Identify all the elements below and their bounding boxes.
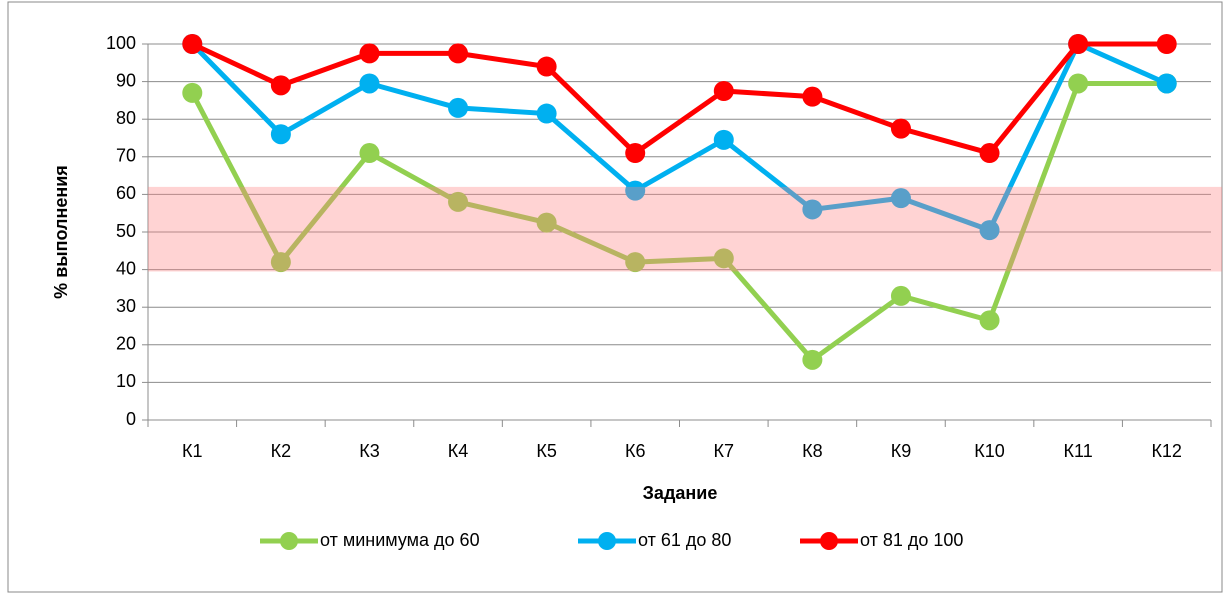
y-tick-label: 10	[116, 371, 136, 391]
y-tick-label: 70	[116, 146, 136, 166]
data-point	[625, 180, 646, 201]
data-point	[979, 310, 1000, 331]
data-point	[979, 220, 1000, 241]
data-point	[359, 43, 380, 64]
data-point	[270, 124, 291, 145]
x-tick-label: К10	[974, 441, 1005, 461]
data-point	[802, 199, 823, 220]
data-point	[802, 349, 823, 370]
x-tick-label: К6	[625, 441, 646, 461]
data-point	[448, 43, 469, 64]
data-point	[890, 118, 911, 139]
data-point	[448, 97, 469, 118]
data-point	[713, 129, 734, 150]
y-tick-label: 100	[106, 33, 136, 53]
x-tick-label: К12	[1151, 441, 1182, 461]
data-point	[625, 143, 646, 164]
x-tick-label: К8	[802, 441, 823, 461]
data-point	[448, 191, 469, 212]
series-line	[190, 41, 1168, 233]
legend-marker	[598, 532, 616, 550]
legend-label: от 81 до 100	[860, 530, 963, 550]
x-tick-label: К4	[448, 441, 469, 461]
data-point	[536, 103, 557, 124]
data-point	[713, 248, 734, 269]
data-point	[713, 81, 734, 101]
data-point	[890, 188, 911, 209]
x-tick-label: К3	[359, 441, 380, 461]
y-tick-label: 60	[116, 183, 136, 203]
data-point	[270, 252, 291, 273]
data-point	[359, 73, 380, 94]
x-tick-label: К1	[182, 441, 203, 461]
y-tick-label: 0	[126, 409, 136, 429]
y-tick-label: 40	[116, 258, 136, 278]
series-line	[191, 41, 1167, 156]
data-point	[359, 143, 380, 164]
data-point	[979, 143, 1000, 164]
y-tick-label: 30	[116, 296, 136, 316]
x-axis-label: Задание	[643, 483, 718, 503]
x-tick-label: К7	[714, 441, 735, 461]
x-tick-label: К9	[891, 441, 912, 461]
series-line	[190, 80, 1167, 363]
data-point	[1068, 73, 1089, 94]
data-point	[890, 285, 911, 306]
legend-label: от 61 до 80	[638, 530, 731, 550]
legend-marker	[280, 532, 298, 550]
highlight-band	[148, 186, 1222, 272]
data-point	[1068, 34, 1089, 54]
legend-label: от минимума до 60	[320, 530, 480, 550]
x-tick-label: К11	[1064, 441, 1093, 461]
legend-marker	[820, 532, 838, 550]
y-tick-label: 90	[116, 70, 136, 90]
y-tick-label: 20	[116, 334, 136, 354]
x-tick-label: К2	[271, 441, 292, 461]
x-tick-label: К5	[536, 441, 557, 461]
data-point	[270, 75, 291, 96]
chart-frame	[7, 1, 1223, 593]
y-axis-label: % выполнения	[51, 165, 71, 299]
data-point	[1156, 73, 1177, 94]
data-point	[1156, 34, 1177, 54]
y-tick-label: 80	[116, 108, 136, 128]
data-point	[802, 86, 823, 107]
data-point	[536, 212, 557, 233]
y-tick-label: 50	[116, 221, 136, 241]
data-point	[625, 252, 646, 273]
data-point	[182, 34, 203, 54]
data-point	[182, 82, 203, 103]
data-point	[536, 56, 557, 77]
